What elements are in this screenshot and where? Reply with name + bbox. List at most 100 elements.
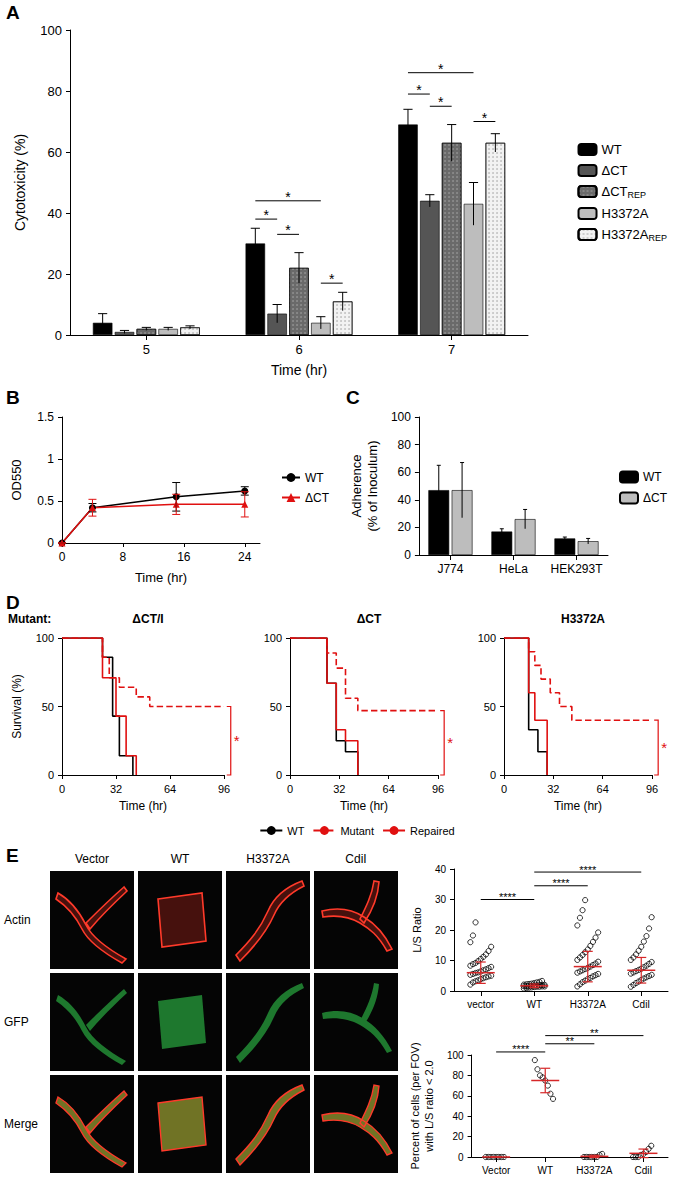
svg-text:100: 100: [40, 23, 62, 38]
svg-text:0: 0: [47, 536, 54, 550]
svg-text:Percent of cells (per FOV): Percent of cells (per FOV): [409, 1042, 421, 1169]
svg-text:H3372A: H3372A: [576, 1165, 612, 1176]
svg-text:OD550: OD550: [9, 459, 24, 500]
svg-text:6: 6: [295, 342, 302, 357]
svg-text:WT: WT: [537, 1165, 553, 1176]
svg-text:CdiI: CdiI: [632, 999, 650, 1010]
svg-text:0: 0: [59, 783, 65, 795]
svg-text:1: 1: [47, 452, 54, 466]
svg-text:60: 60: [452, 1090, 464, 1101]
svg-text:REP: REP: [648, 233, 667, 243]
svg-text:H3372A: H3372A: [602, 227, 649, 242]
svg-text:H3372A: H3372A: [561, 612, 605, 626]
svg-text:ΔCT: ΔCT: [357, 612, 382, 626]
svg-text:100: 100: [447, 1050, 464, 1061]
svg-text:7: 7: [448, 342, 455, 357]
svg-text:*: *: [438, 61, 444, 77]
svg-text:Vector: Vector: [75, 852, 109, 866]
svg-text:WT: WT: [643, 470, 662, 484]
svg-text:(% of Inoculum): (% of Inoculum): [365, 440, 380, 531]
svg-text:ΔCT: ΔCT: [643, 491, 668, 505]
svg-text:24: 24: [238, 550, 252, 564]
svg-text:20: 20: [48, 267, 62, 282]
svg-text:Cytotoxicity (%): Cytotoxicity (%): [12, 134, 28, 231]
svg-text:WT: WT: [526, 999, 542, 1010]
svg-text:J774: J774: [437, 562, 463, 576]
svg-text:Adherence: Adherence: [349, 455, 364, 518]
svg-text:0: 0: [276, 769, 282, 781]
svg-text:96: 96: [218, 783, 230, 795]
svg-text:**: **: [590, 1027, 599, 1039]
svg-text:Time (hr): Time (hr): [271, 362, 327, 378]
svg-text:100: 100: [36, 632, 54, 644]
svg-text:REP: REP: [628, 190, 647, 200]
svg-text:Time (hr): Time (hr): [554, 799, 602, 813]
svg-text:80: 80: [398, 438, 412, 452]
svg-text:32: 32: [547, 783, 559, 795]
svg-text:Mutant: Mutant: [340, 825, 374, 837]
svg-text:0: 0: [501, 783, 507, 795]
svg-text:80: 80: [452, 1070, 464, 1081]
svg-text:HeLa: HeLa: [499, 562, 528, 576]
svg-text:CdiI: CdiI: [345, 852, 366, 866]
svg-text:0: 0: [458, 1152, 464, 1163]
svg-text:*: *: [285, 222, 291, 238]
svg-text:****: ****: [552, 877, 570, 889]
svg-text:0: 0: [490, 769, 496, 781]
svg-text:*: *: [447, 734, 453, 751]
svg-text:50: 50: [484, 701, 496, 713]
svg-text:H3372A: H3372A: [602, 206, 649, 221]
svg-text:Time (hr): Time (hr): [119, 799, 167, 813]
svg-text:WT: WT: [171, 852, 190, 866]
svg-text:30: 30: [435, 894, 447, 905]
svg-text:80: 80: [48, 84, 62, 99]
svg-text:ΔCT/I: ΔCT/I: [132, 612, 163, 626]
svg-text:0: 0: [48, 769, 54, 781]
svg-text:5: 5: [143, 342, 150, 357]
svg-text:vector: vector: [467, 999, 495, 1010]
svg-text:20: 20: [398, 520, 412, 534]
svg-text:64: 64: [383, 783, 395, 795]
svg-text:*: *: [329, 271, 335, 287]
svg-text:40: 40: [398, 493, 412, 507]
svg-text:****: ****: [499, 891, 517, 903]
svg-text:*: *: [264, 207, 270, 223]
svg-text:Survival (%): Survival (%): [10, 674, 24, 739]
svg-text:0: 0: [59, 550, 66, 564]
svg-text:with L/S ratio < 2.0: with L/S ratio < 2.0: [423, 1060, 435, 1152]
svg-text:20: 20: [452, 1131, 464, 1142]
svg-text:H3372A: H3372A: [570, 999, 606, 1010]
svg-text:Repaired: Repaired: [410, 825, 455, 837]
svg-text:Time (hr): Time (hr): [135, 570, 187, 585]
svg-text:**: **: [566, 1035, 575, 1047]
svg-text:Actin: Actin: [4, 913, 31, 927]
svg-text:WT: WT: [305, 471, 324, 485]
svg-text:****: ****: [512, 1043, 530, 1055]
svg-text:40: 40: [435, 864, 447, 875]
svg-text:*: *: [285, 189, 291, 205]
svg-text:16: 16: [177, 550, 191, 564]
svg-text:GFP: GFP: [4, 1015, 29, 1029]
svg-text:HEK293T: HEK293T: [550, 562, 603, 576]
svg-text:96: 96: [432, 783, 444, 795]
svg-text:ΔCT: ΔCT: [602, 163, 628, 178]
svg-text:64: 64: [164, 783, 176, 795]
svg-text:64: 64: [597, 783, 609, 795]
svg-text:*: *: [438, 94, 444, 110]
svg-text:20: 20: [435, 925, 447, 936]
svg-text:L/S Ratio: L/S Ratio: [411, 907, 423, 952]
svg-text:*: *: [416, 82, 422, 98]
svg-text:50: 50: [42, 701, 54, 713]
svg-text:*: *: [482, 110, 488, 126]
svg-text:40: 40: [48, 206, 62, 221]
svg-text:*: *: [234, 732, 240, 749]
svg-text:40: 40: [452, 1111, 464, 1122]
svg-text:Vector: Vector: [482, 1165, 511, 1176]
svg-text:CdiI: CdiI: [635, 1165, 653, 1176]
svg-text:0: 0: [55, 328, 62, 343]
svg-text:10: 10: [435, 955, 447, 966]
svg-text:32: 32: [110, 783, 122, 795]
svg-text:****: ****: [579, 864, 597, 876]
svg-text:8: 8: [120, 550, 127, 564]
svg-text:0.5: 0.5: [37, 494, 54, 508]
